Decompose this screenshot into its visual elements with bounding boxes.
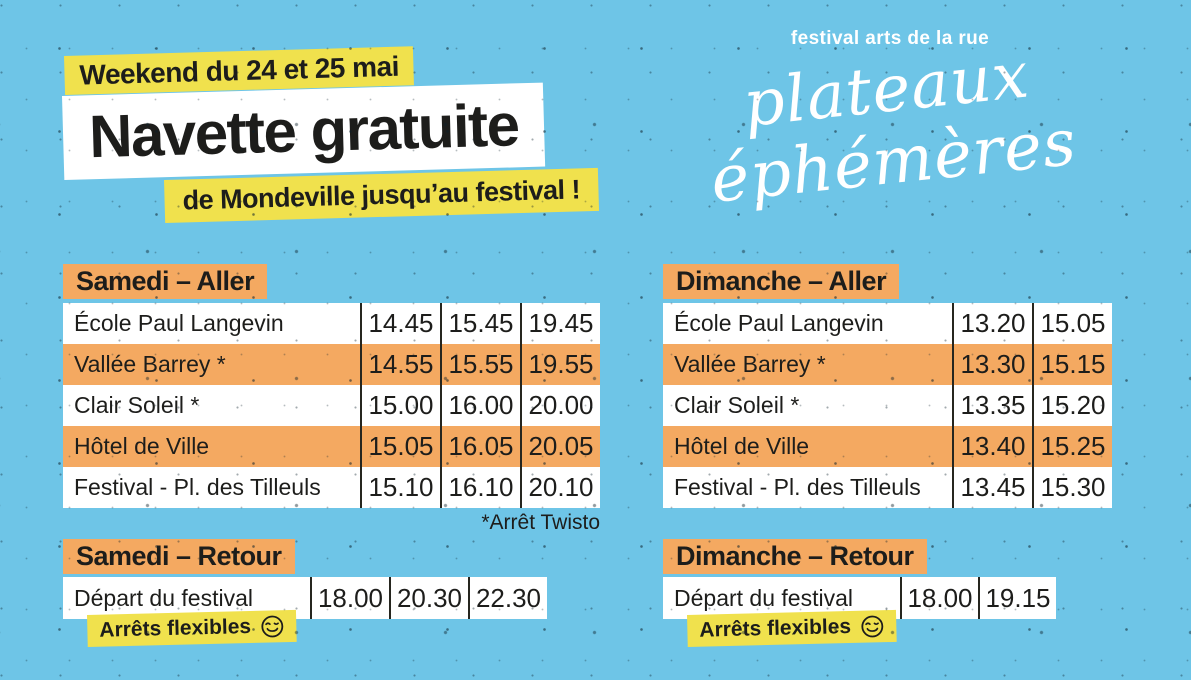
flexible-note-label: Arrêts flexibles (699, 614, 852, 642)
time-cell: 19.15 (978, 577, 1056, 619)
time-cell: 16.00 (440, 385, 520, 426)
subtitle-banner: de Mondeville jusqu’au festival ! (164, 167, 599, 223)
stop-name-cell: Vallée Barrey * (74, 351, 226, 377)
time-cell: 13.35 (952, 385, 1032, 426)
timetable-samedi-retour: Départ du festival 18.00 20.30 22.30 (63, 577, 547, 619)
stop-name-cell: Clair Soleil * (674, 392, 800, 418)
time-cell: 13.30 (952, 344, 1032, 385)
time-cell: 19.45 (520, 303, 600, 344)
time-cell: 13.20 (952, 303, 1032, 344)
time-cell: 16.05 (440, 426, 520, 467)
time-cell: 15.05 (360, 426, 440, 467)
section-title-dimanche-aller: Dimanche – Aller (663, 264, 900, 299)
table-row: Clair Soleil * 13.35 15.20 (663, 385, 1112, 426)
section-title-samedi-aller: Samedi – Aller (63, 264, 268, 299)
time-cell: 15.25 (1032, 426, 1112, 467)
time-cell: 15.15 (1032, 344, 1112, 385)
time-cell: 18.00 (310, 577, 389, 619)
time-cell: 19.55 (520, 344, 600, 385)
time-cell: 13.40 (952, 426, 1032, 467)
table-row: Hôtel de Ville 15.05 16.05 20.05 (63, 426, 600, 467)
time-cell: 15.05 (1032, 303, 1112, 344)
time-cell: 20.00 (520, 385, 600, 426)
stop-name-cell: Hôtel de Ville (674, 433, 810, 459)
table-row: École Paul Langevin 14.45 15.45 19.45 (63, 303, 600, 344)
festival-logo: festival arts de la rue plateaux éphémèr… (650, 28, 1130, 218)
time-cell: 15.10 (360, 467, 440, 508)
table-row: Vallée Barrey * 13.30 15.15 (663, 344, 1112, 385)
festival-script-logo: plateaux éphémères (644, 29, 1136, 222)
table-row: Départ du festival 18.00 20.30 22.30 (63, 577, 547, 619)
twisto-footnote: *Arrêt Twisto (481, 511, 600, 534)
section-title-dimanche-retour: Dimanche – Retour (663, 539, 927, 574)
table-row: Hôtel de Ville 13.40 15.25 (663, 426, 1112, 467)
flexible-stops-note-samedi: Arrêts flexibles (87, 609, 297, 647)
stop-name-cell: Festival - Pl. des Tilleuls (674, 474, 921, 500)
table-row: Festival - Pl. des Tilleuls 13.45 15.30 (663, 467, 1112, 508)
time-cell: 22.30 (468, 577, 547, 619)
timetable-dimanche-aller: École Paul Langevin 13.20 15.05 Vallée B… (663, 303, 1112, 508)
winking-smiley-icon (261, 615, 283, 638)
table-row: Vallée Barrey * 14.55 15.55 19.55 (63, 344, 600, 385)
time-cell: 20.10 (520, 467, 600, 508)
stop-name-cell: Vallée Barrey * (674, 351, 826, 377)
time-cell: 15.30 (1032, 467, 1112, 508)
time-cell: 15.55 (440, 344, 520, 385)
winking-smiley-icon (861, 615, 883, 638)
table-row: Festival - Pl. des Tilleuls 15.10 16.10 … (63, 467, 600, 508)
time-cell: 16.10 (440, 467, 520, 508)
stop-name-cell: Hôtel de Ville (74, 433, 210, 459)
poster-title: Navette gratuite (62, 82, 546, 180)
time-cell: 20.30 (389, 577, 468, 619)
time-cell: 14.45 (360, 303, 440, 344)
flexible-note-label: Arrêts flexibles (99, 614, 252, 642)
section-title-samedi-retour: Samedi – Retour (63, 539, 295, 574)
table-row: Clair Soleil * 15.00 16.00 20.00 (63, 385, 600, 426)
time-cell: 15.20 (1032, 385, 1112, 426)
flexible-stops-note-dimanche: Arrêts flexibles (687, 609, 897, 647)
stop-name-cell: École Paul Langevin (74, 310, 284, 336)
timetable-samedi-aller: École Paul Langevin 14.45 15.45 19.45 Va… (63, 303, 600, 508)
table-row: École Paul Langevin 13.20 15.05 (663, 303, 1112, 344)
time-cell: 18.00 (900, 577, 978, 619)
stop-name-cell: Clair Soleil * (74, 392, 200, 418)
time-cell: 14.55 (360, 344, 440, 385)
time-cell: 20.05 (520, 426, 600, 467)
time-cell: 13.45 (952, 467, 1032, 508)
time-cell: 15.00 (360, 385, 440, 426)
stop-name-cell: École Paul Langevin (674, 310, 884, 336)
time-cell: 15.45 (440, 303, 520, 344)
stop-name-cell: Festival - Pl. des Tilleuls (74, 474, 321, 500)
